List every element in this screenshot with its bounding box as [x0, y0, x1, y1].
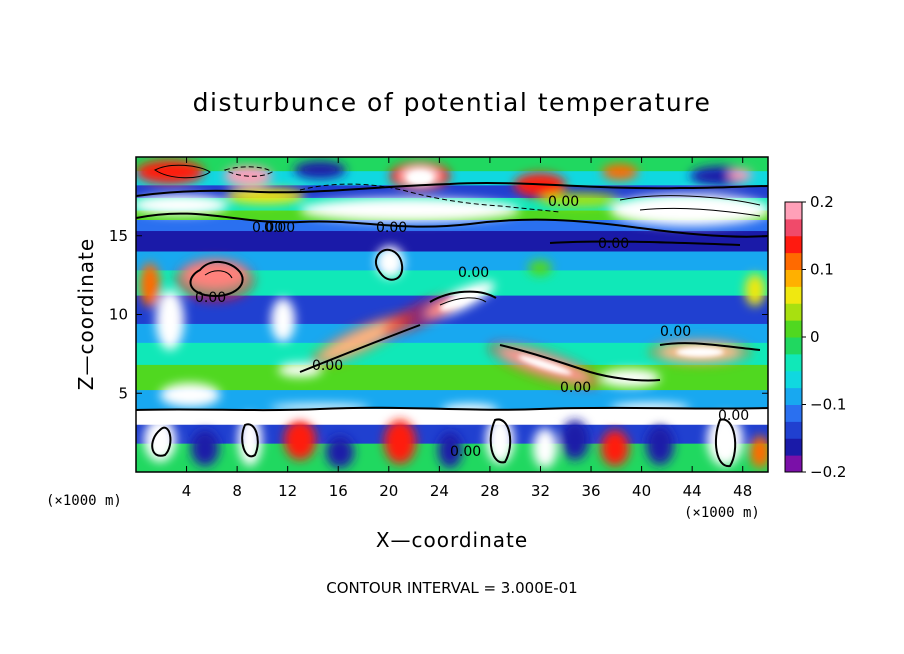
- heatmap-white-cores: [408, 172, 724, 375]
- contour-label: 0.00: [195, 290, 226, 306]
- negative-contour-lines: [223, 166, 561, 213]
- x-tick-label: 24: [430, 482, 449, 500]
- x-tick-label: 44: [683, 482, 702, 500]
- contour-label: 0.00: [548, 194, 579, 210]
- colorbar-tick-label: −0.2: [810, 463, 846, 481]
- colorbar-swatch: [785, 320, 802, 338]
- colorbar-tick-label: −0.1: [810, 396, 846, 414]
- heatmap-band: [136, 342, 768, 366]
- colorbar-swatch: [785, 387, 802, 405]
- colorbar-swatch: [785, 438, 802, 456]
- colorbar-swatch: [785, 202, 802, 220]
- contour-labels: 0.000.000.000.000.000.000.000.000.000.00…: [195, 194, 749, 460]
- colorbar: 0.2 0.1 0 −0.1 −0.2: [784, 193, 846, 481]
- colorbar-swatch: [785, 370, 802, 389]
- heatmap-band: [136, 323, 768, 344]
- colorbar-swatch: [785, 269, 802, 287]
- x-tick-label: 16: [329, 482, 348, 500]
- colorbar-swatch: [785, 286, 802, 304]
- colorbar-swatch: [785, 218, 802, 237]
- y-axis-label: Z—coordinate: [74, 238, 98, 390]
- colorbar-swatch: [785, 455, 802, 473]
- contour-label: 0.00: [458, 265, 489, 281]
- x-unit-left: (×1000 m): [46, 493, 122, 509]
- y-axis: 5 10 15: [109, 227, 768, 402]
- colorbar-swatch: [785, 235, 802, 254]
- colorbar-swatch: [785, 303, 802, 321]
- x-tick-label: 28: [480, 482, 499, 500]
- thin-contour-lines: [154, 164, 761, 306]
- contour-label: 0.00: [560, 380, 591, 396]
- contour-interval: CONTOUR INTERVAL = 3.000E-01: [326, 579, 577, 597]
- contour-label: 0.00: [376, 220, 407, 236]
- chart-title: disturbunce of potential temperature: [193, 88, 712, 117]
- y-tick-label: 10: [109, 306, 128, 324]
- x-tick-label: 12: [278, 482, 297, 500]
- heatmap-band: [136, 231, 768, 253]
- x-tick-label: 36: [581, 482, 600, 500]
- contour-lines: [136, 182, 768, 467]
- contour-label: 0.00: [598, 236, 629, 252]
- x-tick-label: 40: [632, 482, 651, 500]
- y-tick-label: 15: [109, 227, 128, 245]
- x-tick-label: 4: [182, 482, 192, 500]
- heatmap-band: [136, 251, 768, 272]
- x-tick-label: 32: [531, 482, 550, 500]
- x-tick-label: 8: [232, 482, 242, 500]
- colorbar-tick-label: 0: [810, 328, 820, 346]
- contour-label: 0.00: [450, 444, 481, 460]
- contour-label: 0.00: [252, 220, 283, 236]
- contour-label: 0.00: [718, 408, 749, 424]
- x-tick-label: 20: [379, 482, 398, 500]
- colorbar-tick-label: 0.1: [810, 261, 834, 279]
- x-unit-right: (×1000 m): [684, 505, 760, 521]
- heatmap-field: 0.000.000.000.000.000.000.000.000.000.00…: [136, 157, 768, 472]
- y-tick-label: 5: [118, 384, 128, 402]
- contour-label: 0.00: [312, 358, 343, 374]
- colorbar-swatch: [785, 337, 802, 355]
- x-axis-label: X—coordinate: [376, 528, 528, 552]
- colorbar-swatch: [785, 404, 802, 422]
- contour-label: 0.00: [264, 220, 295, 236]
- heatmap-band: [136, 364, 768, 392]
- colorbar-swatch: [785, 252, 802, 270]
- colorbar-swatch: [785, 421, 802, 439]
- x-axis: 4 8 12 16 20 24 28 32 36 40 44 48: [182, 157, 752, 500]
- colorbar-swatch: [785, 353, 802, 372]
- contour-label: 0.00: [660, 324, 691, 340]
- colorbar-tick-label: 0.2: [810, 193, 834, 211]
- x-tick-label: 48: [733, 482, 752, 500]
